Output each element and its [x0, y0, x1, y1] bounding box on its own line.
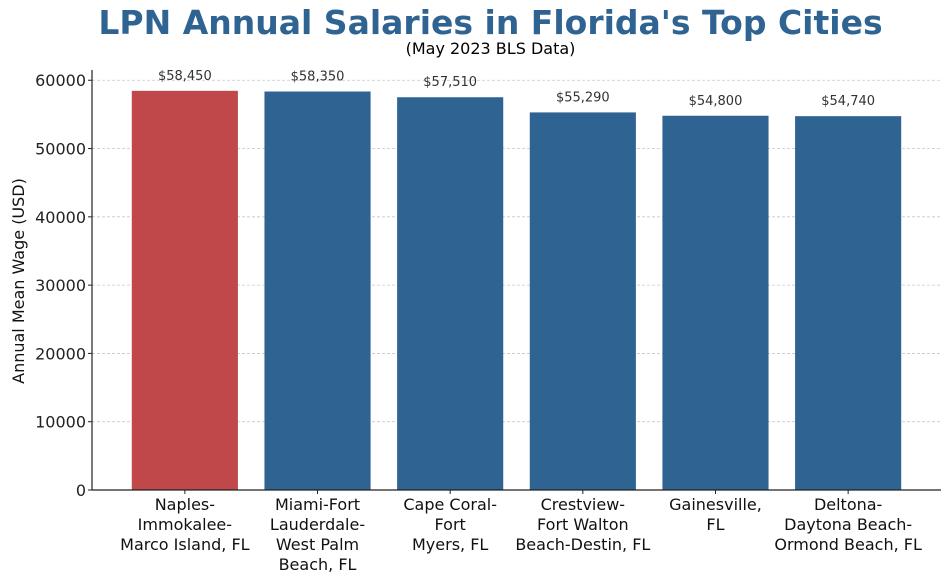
x-category-label-line: Miami-Fort: [275, 495, 360, 514]
x-category-label-line: Fort Walton: [537, 515, 629, 534]
bar: [397, 97, 504, 490]
bar-value-label: $57,510: [423, 75, 477, 90]
y-tick-label: 50000: [35, 140, 86, 159]
x-category-label: Gainesville, FL: [669, 495, 762, 534]
bar-value-label: $54,800: [689, 94, 743, 109]
data-labels: $58,450 $58,350 $57,510 $55,290 $54,800 $54,7…: [158, 69, 875, 109]
x-category-label: Naples-Immokalee-Marco Island, FL: [120, 495, 249, 554]
axes: 0 10000 20000 30000 40000 50000 60000 Naples-Im…: [35, 70, 941, 574]
x-category-label: Cape Coral-Fort Myers, FL: [403, 495, 497, 554]
x-category-label: Crestview-Fort Walton Beach-Destin, FL: [515, 495, 650, 554]
x-category-label-line: Lauderdale-: [270, 515, 365, 534]
bar: [795, 116, 902, 490]
x-category-label-line: Naples-: [155, 495, 215, 514]
x-category-label-line: Daytona Beach-: [784, 515, 912, 534]
x-category-label-line: Crestview-: [541, 495, 625, 514]
y-tick-label: 10000: [35, 413, 86, 432]
bars: [131, 90, 902, 490]
bar-value-label: $55,290: [556, 90, 610, 105]
y-axis-title: Annual Mean Wage (USD): [9, 178, 28, 384]
x-category-label-line: Gainesville,: [669, 495, 762, 514]
bar: [264, 91, 371, 490]
bar-value-label: $54,740: [821, 94, 875, 109]
x-category-label-line: Cape Coral-: [403, 495, 497, 514]
bar: [131, 90, 238, 490]
x-category-label-line: Ormond Beach, FL: [774, 535, 922, 554]
y-tick-label: 60000: [35, 71, 86, 90]
x-category-label-line: West Palm: [276, 535, 359, 554]
x-category-label-line: Deltona-: [814, 495, 882, 514]
x-category-label: Miami-Fort Lauderdale-West Palm Beach, FL: [270, 495, 365, 574]
x-category-label-line: Fort: [435, 515, 466, 534]
x-category-label-line: Myers, FL: [412, 535, 488, 554]
chart-title: LPN Annual Salaries in Florida's Top Cit…: [98, 3, 883, 42]
bar: [662, 115, 769, 490]
x-category-label-line: Beach, FL: [279, 555, 357, 574]
bar: [529, 112, 636, 490]
y-tick-label: 0: [76, 481, 86, 500]
y-tick-label: 20000: [35, 344, 86, 363]
x-category-label: Deltona-Daytona Beach-Ormond Beach, FL: [774, 495, 922, 554]
y-tick-label: 40000: [35, 208, 86, 227]
bar-value-label: $58,450: [158, 69, 212, 84]
x-category-label-line: Marco Island, FL: [120, 535, 249, 554]
x-category-label-line: Beach-Destin, FL: [515, 535, 650, 554]
chart-subtitle: (May 2023 BLS Data): [405, 39, 576, 58]
x-category-label-line: Immokalee-: [138, 515, 232, 534]
bar-value-label: $58,350: [291, 70, 345, 85]
y-tick-label: 30000: [35, 276, 86, 295]
x-category-label-line: FL: [706, 515, 724, 534]
